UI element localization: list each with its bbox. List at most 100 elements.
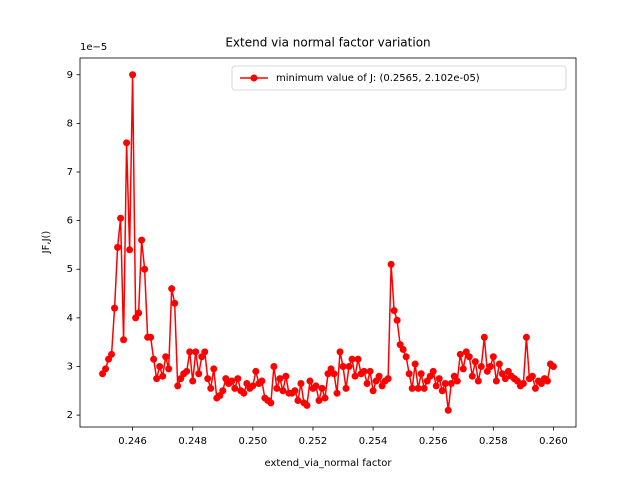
legend-marker bbox=[250, 74, 258, 82]
data-point bbox=[156, 362, 164, 370]
data-point bbox=[363, 379, 371, 387]
data-point bbox=[354, 355, 362, 363]
data-point bbox=[129, 71, 137, 79]
data-point bbox=[471, 358, 479, 366]
x-tick-label: 0.250 bbox=[239, 436, 268, 447]
data-point bbox=[492, 377, 500, 385]
data-point bbox=[549, 362, 557, 370]
y-tick-label: 6 bbox=[67, 216, 73, 227]
data-point bbox=[306, 377, 314, 385]
data-point bbox=[234, 375, 242, 383]
data-point bbox=[543, 377, 551, 385]
data-point bbox=[480, 333, 488, 341]
y-tick-label: 3 bbox=[67, 361, 73, 372]
legend-label: minimum value of J: (0.2565, 2.102e-05) bbox=[276, 73, 480, 84]
x-tick-label: 0.260 bbox=[539, 436, 568, 447]
y-tick-label: 7 bbox=[67, 167, 73, 178]
data-point bbox=[228, 377, 236, 385]
data-point bbox=[387, 260, 395, 268]
data-point bbox=[447, 379, 455, 387]
data-point bbox=[201, 348, 209, 356]
data-point bbox=[159, 372, 167, 380]
data-point bbox=[312, 382, 320, 390]
data-point bbox=[273, 384, 281, 392]
x-tick-label: 0.258 bbox=[479, 436, 508, 447]
data-point bbox=[303, 401, 311, 409]
data-point bbox=[432, 382, 440, 390]
data-point bbox=[276, 375, 284, 383]
data-point bbox=[315, 397, 323, 405]
y-axis-label: JF,J() bbox=[41, 231, 52, 255]
data-point bbox=[369, 387, 377, 395]
data-point bbox=[339, 362, 347, 370]
data-point bbox=[384, 375, 392, 383]
x-tick-label: 0.248 bbox=[178, 436, 207, 447]
data-point bbox=[141, 265, 149, 273]
y-offset-label: 1e−5 bbox=[80, 42, 107, 53]
data-point bbox=[474, 377, 482, 385]
data-point bbox=[456, 350, 464, 358]
data-point bbox=[531, 384, 539, 392]
data-point bbox=[114, 243, 122, 251]
data-point bbox=[291, 387, 299, 395]
data-point bbox=[438, 387, 446, 395]
data-point bbox=[453, 377, 461, 385]
data-point bbox=[441, 379, 449, 387]
data-point bbox=[117, 214, 125, 222]
data-point bbox=[240, 389, 248, 397]
plot-frame bbox=[79, 57, 577, 428]
data-point bbox=[204, 375, 212, 383]
data-point bbox=[279, 387, 287, 395]
data-point bbox=[150, 355, 158, 363]
data-point bbox=[390, 307, 398, 315]
y-tick-label: 9 bbox=[67, 70, 73, 81]
data-point bbox=[444, 406, 452, 414]
chart-title: Extend via normal factor variation bbox=[225, 36, 430, 50]
legend: minimum value of J: (0.2565, 2.102e-05) bbox=[231, 65, 567, 91]
legend-box bbox=[231, 65, 567, 91]
data-point bbox=[459, 365, 467, 373]
data-point bbox=[360, 367, 368, 375]
data-point bbox=[351, 372, 359, 380]
data-point bbox=[477, 362, 485, 370]
data-point bbox=[294, 397, 302, 405]
data-point bbox=[147, 333, 155, 341]
data-point bbox=[168, 285, 176, 293]
data-point bbox=[489, 353, 497, 361]
data-point bbox=[135, 309, 143, 317]
data-point bbox=[465, 353, 473, 361]
data-point bbox=[192, 348, 200, 356]
data-point bbox=[126, 246, 134, 254]
data-point bbox=[171, 299, 179, 307]
data-point bbox=[267, 399, 275, 407]
data-point bbox=[501, 375, 509, 383]
x-axis-label: extend_via_normal factor bbox=[265, 458, 393, 469]
data-point bbox=[120, 336, 128, 344]
data-point bbox=[108, 350, 116, 358]
data-point bbox=[420, 384, 428, 392]
x-tick-label: 0.246 bbox=[118, 436, 147, 447]
data-point bbox=[321, 394, 329, 402]
data-point bbox=[102, 365, 110, 373]
y-tick-label: 5 bbox=[67, 264, 73, 275]
data-point bbox=[138, 236, 146, 244]
data-point bbox=[408, 384, 416, 392]
data-point bbox=[258, 377, 266, 385]
data-point bbox=[249, 382, 257, 390]
y-tick-label: 2 bbox=[67, 410, 73, 421]
x-tick-label: 0.254 bbox=[359, 436, 388, 447]
data-point bbox=[123, 139, 131, 147]
data-point bbox=[393, 316, 401, 324]
data-point bbox=[333, 389, 341, 397]
data-point bbox=[162, 353, 170, 361]
y-tick-label: 4 bbox=[67, 313, 73, 324]
data-point bbox=[366, 367, 374, 375]
data-point bbox=[348, 355, 356, 363]
data-point bbox=[297, 379, 305, 387]
data-point bbox=[195, 370, 203, 378]
data-point bbox=[345, 362, 353, 370]
data-point bbox=[375, 372, 383, 380]
data-point bbox=[414, 384, 422, 392]
data-point bbox=[336, 348, 344, 356]
